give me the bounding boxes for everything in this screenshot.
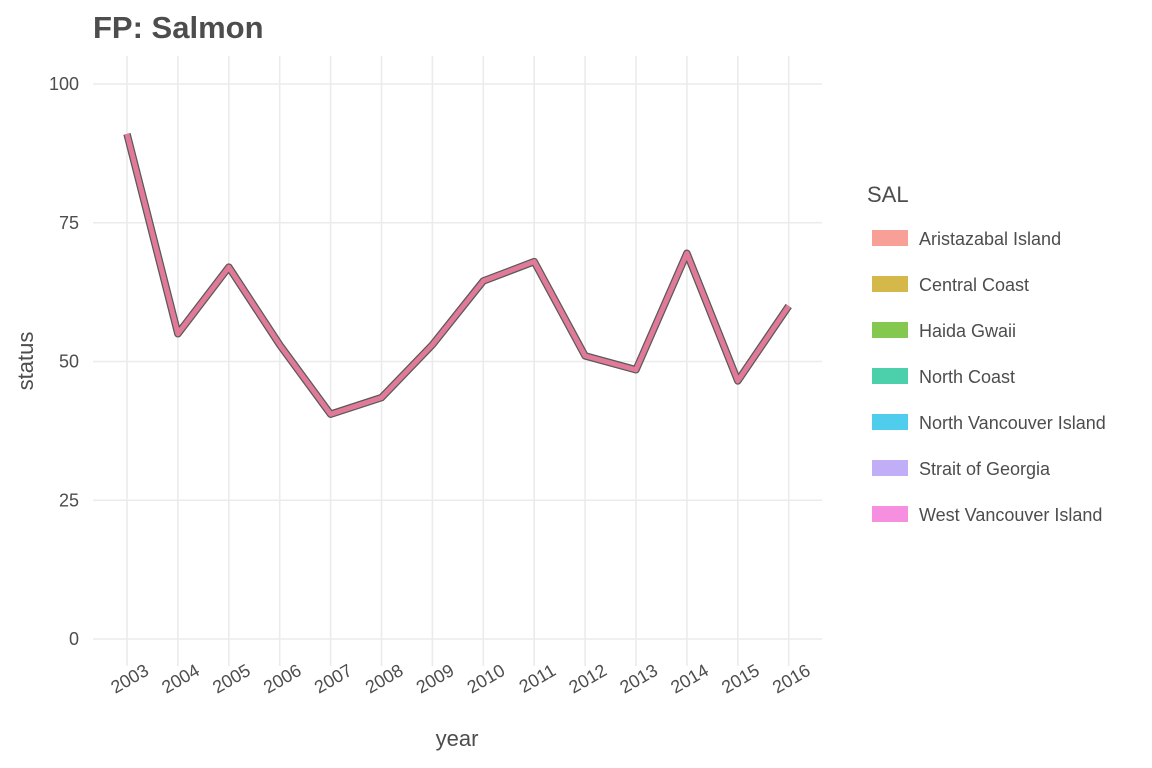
legend-key-swatch	[872, 368, 908, 384]
series-line	[124, 133, 791, 417]
x-tick-label: 2006	[260, 660, 305, 697]
legend-title: SAL	[867, 182, 909, 207]
legend-item-label: North Vancouver Island	[919, 413, 1106, 433]
legend-item-label: West Vancouver Island	[919, 505, 1102, 525]
legend-key-swatch	[872, 230, 908, 246]
x-tick-label: 2004	[158, 660, 203, 697]
legend-key-swatch	[872, 322, 908, 338]
x-axis-ticks: 2003 2004 2005 2006 2007 2008 2009 2010 2011 2012…	[107, 660, 813, 697]
chart-title: FP: Salmon	[93, 10, 264, 45]
y-tick-label: 25	[59, 490, 79, 510]
y-axis-title: status	[13, 332, 38, 391]
x-tick-label: 2003	[107, 660, 152, 697]
x-tick-label: 2009	[413, 660, 458, 697]
y-axis-ticks: 0 25 50 75 100	[49, 74, 79, 649]
y-tick-label: 50	[59, 352, 79, 372]
x-tick-label: 2010	[464, 660, 509, 697]
legend-item-label: North Coast	[919, 367, 1015, 387]
grid	[93, 56, 822, 666]
legend-item-label: Strait of Georgia	[919, 459, 1051, 479]
y-tick-label: 100	[49, 74, 79, 94]
legend-item-label: Haida Gwaii	[919, 321, 1016, 341]
y-tick-label: 0	[69, 629, 79, 649]
x-axis-title: year	[436, 726, 479, 751]
x-tick-label: 2013	[616, 660, 661, 697]
legend: SAL Aristazabal Island Central Coast Haida…	[867, 182, 1106, 525]
x-tick-label: 2012	[565, 660, 610, 697]
legend-key-swatch	[872, 460, 908, 476]
x-tick-label: 2015	[718, 660, 763, 697]
legend-key-swatch	[872, 276, 908, 292]
x-tick-label: 2005	[209, 660, 254, 697]
x-tick-label: 2007	[311, 660, 356, 697]
legend-key-swatch	[872, 414, 908, 430]
x-tick-label: 2016	[769, 660, 814, 697]
legend-item-label: Aristazabal Island	[919, 229, 1061, 249]
x-tick-label: 2011	[516, 660, 560, 697]
legend-key-swatch	[872, 506, 908, 522]
legend-items: Aristazabal Island Central Coast Haida Gwa…	[872, 229, 1106, 525]
legend-item-label: Central Coast	[919, 275, 1029, 295]
x-tick-label: 2014	[667, 660, 712, 697]
series-layer	[123, 132, 792, 418]
y-tick-label: 75	[59, 213, 79, 233]
x-tick-label: 2008	[362, 660, 407, 697]
